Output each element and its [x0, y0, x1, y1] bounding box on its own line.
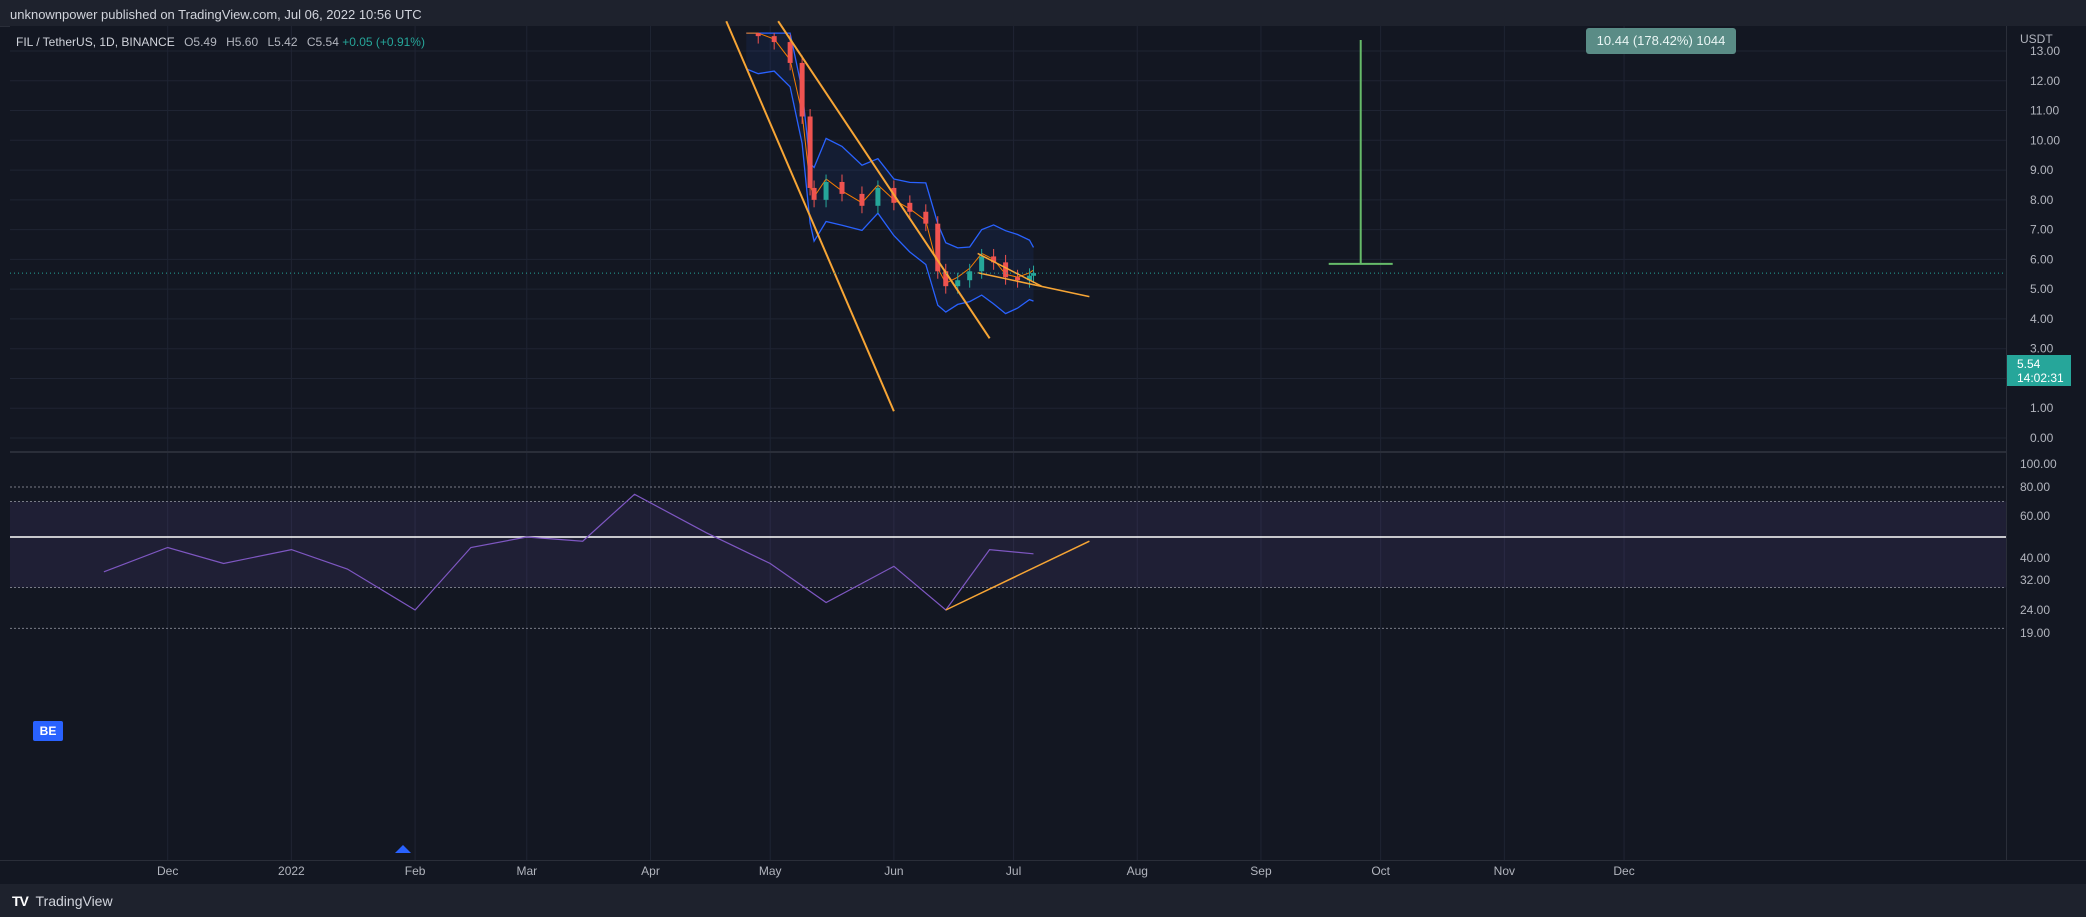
candle-body	[787, 42, 793, 63]
symbol-legend: FIL / TetherUS, 1D, BINANCE O5.49 H5.60 …	[16, 35, 425, 49]
price-tick-label: 0.00	[2030, 431, 2054, 445]
price-unit-label: USDT	[2020, 32, 2053, 46]
price-tick-label: 1.00	[2030, 401, 2054, 415]
close-value: C5.54	[306, 35, 339, 49]
candle-body	[839, 181, 845, 194]
rsi-tick-label: 24.00	[2020, 603, 2050, 617]
bollinger-lower-line	[746, 68, 1034, 315]
price-tick-label: 4.00	[2030, 312, 2054, 326]
candle-body	[979, 256, 985, 272]
candle-body	[991, 256, 997, 263]
candle-body	[1031, 273, 1037, 276]
time-tick-label: Nov	[1494, 864, 1515, 878]
tradingview-logo[interactable]: TV TradingView	[12, 893, 113, 909]
candle-body	[967, 271, 973, 281]
candle-body	[935, 223, 941, 272]
candle-countdown: 14:02:31	[2017, 371, 2064, 385]
channel-upper-trendline	[777, 20, 991, 339]
candle-body	[1027, 275, 1033, 281]
price-tick-label: 11.00	[2030, 104, 2059, 118]
candle-body	[771, 36, 777, 43]
price-axis[interactable]	[2006, 26, 2086, 860]
high-value: H5.60	[226, 35, 259, 49]
price-tick-label: 12.00	[2030, 74, 2060, 88]
chart-area[interactable]	[10, 26, 2006, 860]
price-tick-label: 10.00	[2030, 133, 2060, 147]
publisher-line: unknownpower published on TradingView.co…	[10, 7, 422, 22]
time-tick-label: Aug	[1127, 864, 1148, 878]
price-tick-label: 3.00	[2030, 342, 2054, 356]
time-tick-label: Apr	[641, 864, 660, 878]
wedge-lower-trendline	[977, 272, 1090, 298]
time-tick-label: Mar	[516, 864, 537, 878]
rsi-tick-label: 100.00	[2020, 457, 2057, 471]
candle-body	[811, 187, 817, 200]
time-tick-label: Dec	[157, 864, 178, 878]
price-tick-label: 5.00	[2030, 282, 2054, 296]
candle-body	[923, 211, 929, 224]
time-tick-label: May	[759, 864, 782, 878]
rsi-band	[10, 501, 2006, 588]
time-axis[interactable]	[0, 860, 2086, 885]
candle-body	[807, 116, 813, 188]
price-range-label[interactable]: 10.44 (178.42%) 1044	[1586, 28, 1736, 54]
rsi-badge[interactable]: BE	[33, 721, 63, 741]
wedge-upper-trendline	[977, 252, 1042, 287]
time-tick-label: Jun	[884, 864, 903, 878]
rsi-tick-label: 80.00	[2020, 480, 2050, 494]
footer-bar	[0, 884, 2086, 917]
time-tick-label: 2022	[278, 864, 305, 878]
price-tick-label: 6.00	[2030, 252, 2054, 266]
open-value: O5.49	[184, 35, 217, 49]
low-value: L5.42	[267, 35, 298, 49]
bollinger-fill	[746, 33, 1034, 314]
last-price-value: 5.54	[2017, 357, 2041, 371]
rsi-tick-label: 19.00	[2020, 626, 2050, 640]
rsi-tick-label: 60.00	[2020, 509, 2050, 523]
last-price-badge: 5.54 14:02:31	[2007, 355, 2071, 386]
candle-body	[943, 271, 949, 287]
time-tick-label: Jul	[1006, 864, 1021, 878]
candle-body	[1015, 277, 1021, 281]
rsi-line	[103, 493, 1034, 611]
time-tick-label: Sep	[1250, 864, 1272, 878]
time-tick-label: Oct	[1371, 864, 1390, 878]
candle-body	[755, 33, 761, 37]
price-tick-label: 7.00	[2030, 223, 2054, 237]
signal-marker-icon	[395, 845, 411, 853]
candle-body	[1003, 262, 1009, 278]
symbol-title: FIL / TetherUS, 1D, BINANCE	[16, 35, 175, 49]
time-tick-label: Feb	[405, 864, 426, 878]
tradingview-mark-icon: TV	[12, 893, 29, 909]
candle-body	[907, 202, 913, 212]
rsi-trendline	[945, 540, 1090, 611]
rsi-tick-label: 32.00	[2020, 573, 2050, 587]
brand-name: TradingView	[35, 893, 113, 909]
price-tick-label: 9.00	[2030, 163, 2054, 177]
candle-body	[955, 280, 961, 287]
channel-lower-trendline	[725, 20, 895, 412]
change-value: +0.05 (+0.91%)	[342, 35, 425, 49]
price-tick-label: 8.00	[2030, 193, 2054, 207]
candle-body	[875, 187, 881, 206]
price-tick-label: 13.00	[2030, 44, 2060, 58]
time-tick-label: Dec	[1613, 864, 1634, 878]
candle-body	[823, 181, 829, 200]
candle-body	[799, 62, 805, 117]
candle-body	[859, 193, 865, 206]
rsi-tick-label: 40.00	[2020, 551, 2050, 565]
